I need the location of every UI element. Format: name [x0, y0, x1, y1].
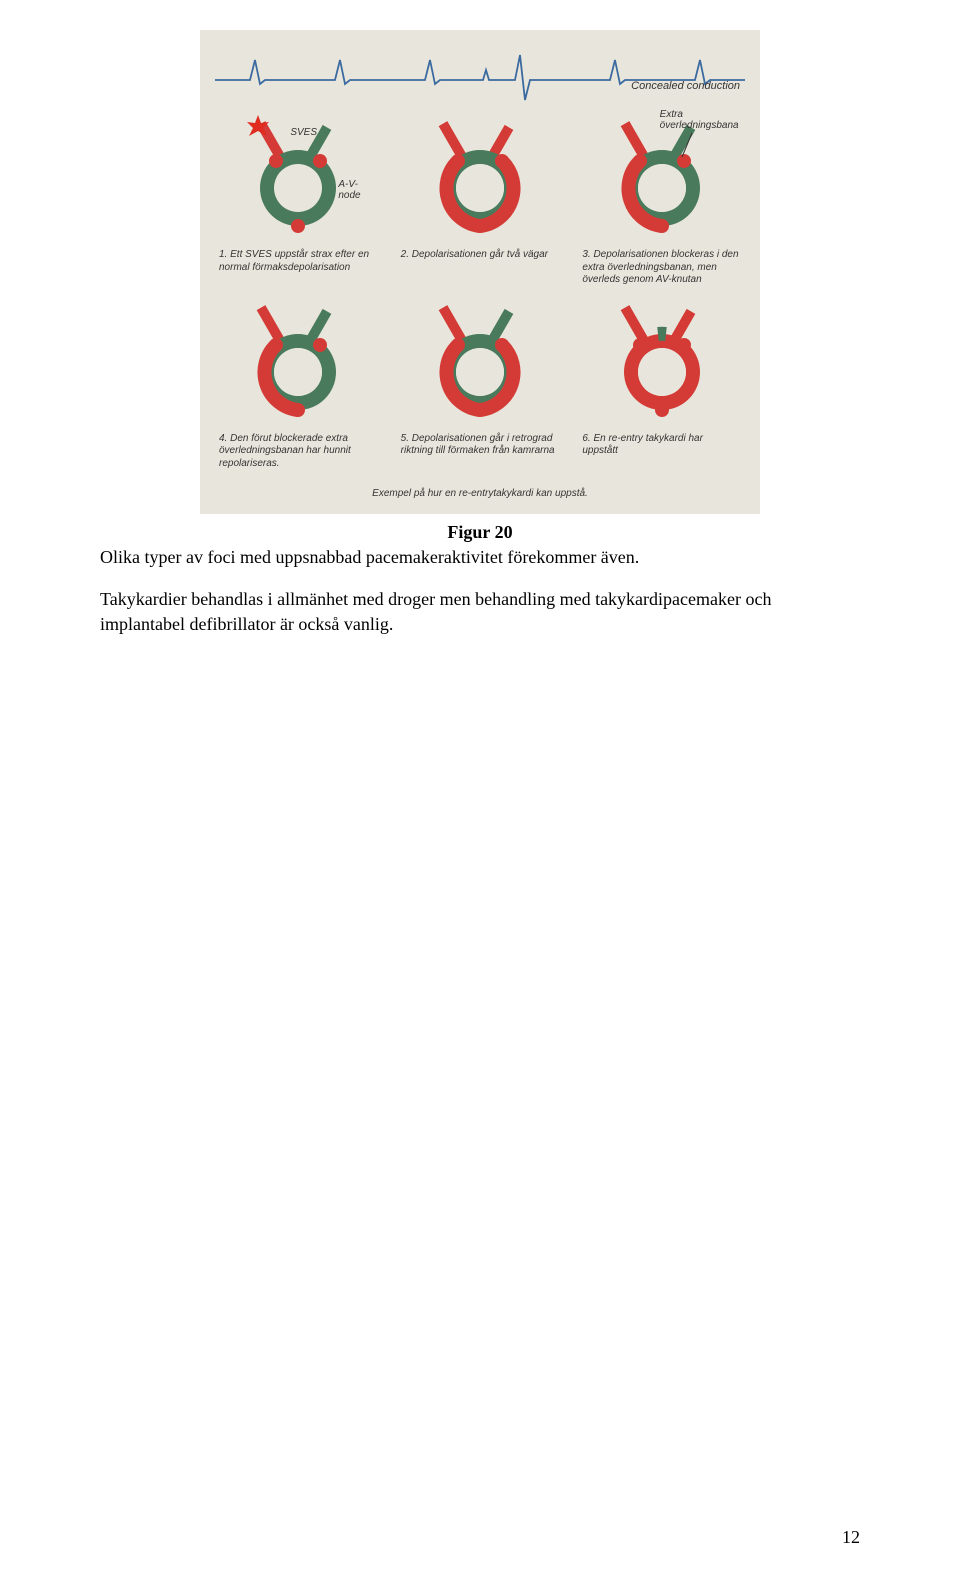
caption-5: 5. Depolarisationen går i retrograd rikt… [397, 433, 564, 458]
ecg-trace: Concealed conduction [215, 50, 745, 105]
figure-label: Figur 20 [100, 522, 860, 543]
figure-container: Concealed conduction [200, 30, 760, 514]
paragraph-2: Takykardier behandlas i allmänhet med dr… [100, 587, 860, 636]
figure-bottom-caption: Exempel på hur en re-entrytakykardi kan … [215, 488, 745, 499]
ring-icon [400, 113, 560, 243]
diagram-cell-6: 6. En re-entry takykardi har uppstått [578, 297, 745, 471]
diagram-cell-2: 2. Depolarisationen går två vägar [397, 113, 564, 287]
caption-2: 2. Depolarisationen går två vägar [397, 249, 564, 262]
caption-1: 1. Ett SVES uppstår strax efter en norma… [215, 249, 382, 274]
caption-6: 6. En re-entry takykardi har uppstått [578, 433, 745, 458]
page-number: 12 [842, 1527, 860, 1548]
ring-icon [218, 297, 378, 427]
diagram-cell-3: Extra överledningsbana 3. Depolarisation… [578, 113, 745, 287]
ring-icon [582, 113, 742, 243]
avnode-label: A-V-node [338, 179, 378, 201]
diagram-cell-4: 4. Den förut blockerade extra överlednin… [215, 297, 382, 471]
caption-3: 3. Depolarisationen blockeras i den extr… [578, 249, 745, 287]
extra-label: Extra överledningsbana [660, 109, 750, 131]
diagram-cell-1: SVES A-V-node 1. Ett SVES uppstår strax … [215, 113, 382, 287]
ecg-label: Concealed conduction [631, 80, 740, 92]
ring-icon [400, 297, 560, 427]
paragraph-1: Olika typer av foci med uppsnabbad pacem… [100, 545, 860, 569]
diagram-cell-5: 5. Depolarisationen går i retrograd rikt… [397, 297, 564, 471]
ecg-svg [215, 50, 745, 105]
caption-4: 4. Den förut blockerade extra överlednin… [215, 433, 382, 471]
sves-label: SVES [290, 127, 317, 138]
ring-icon [582, 297, 742, 427]
diagram-grid: SVES A-V-node 1. Ett SVES uppstår strax … [215, 113, 745, 470]
